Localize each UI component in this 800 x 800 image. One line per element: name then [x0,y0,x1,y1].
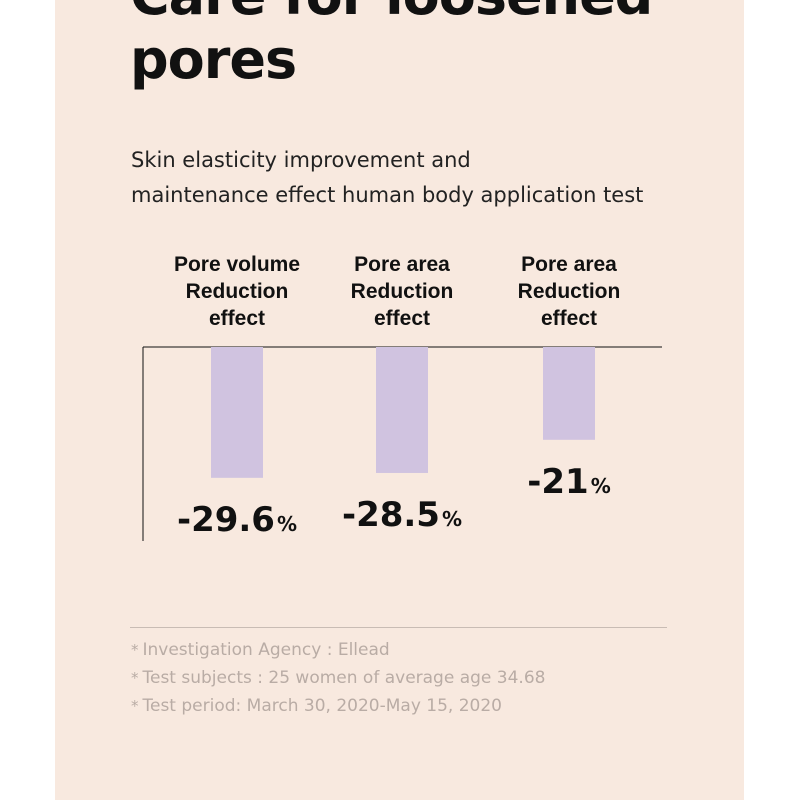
subtitle-line-1: Skin elasticity improvement and [131,148,471,172]
category-label: Pore area Reduction effect [518,253,621,330]
category-label-line: Pore area [521,253,617,276]
title-line-2: pores [130,28,297,91]
value-label: -28.5% [342,495,462,535]
footnote-period-text: Test period: March 30, 2020-May 15, 2020 [142,696,502,716]
note-marker: * [131,697,139,715]
subtitle: Skin elasticity improvement and maintena… [131,143,731,213]
subtitle-line-2: maintenance effect human body applicatio… [131,183,644,207]
value-unit: % [277,512,297,536]
footnotes: * Investigation Agency : Ellead * Test sub… [131,636,691,720]
title-line-1: Care for loosened [130,0,730,28]
bar [211,347,263,478]
category-label-line: effect [541,307,597,330]
value-unit: % [591,474,611,498]
value-number: -21 [527,462,588,502]
value-number: -29.6 [177,500,275,540]
content-panel: Care for loosened pores Skin elasticity … [55,0,744,800]
value-label: -29.6% [177,500,297,540]
bar [543,347,595,440]
category-label-line: effect [209,307,265,330]
category-label: Pore volume Reduction effect [174,253,300,330]
category-label-line: Pore volume [174,253,300,276]
footnote-subjects: * Test subjects : 25 women of average age… [131,664,691,692]
footnote-period: * Test period: March 30, 2020-May 15, 202… [131,692,691,720]
value-unit: % [442,507,462,531]
page-title: Care for loosened pores [130,0,730,92]
footnote-divider [130,627,667,628]
reduction-bar-chart: Pore volume Reduction effect Pore area Reduc… [142,253,662,541]
value-label: -21% [527,462,610,502]
footnote-agency-text: Investigation Agency : Ellead [142,640,390,660]
category-label-line: Reduction [351,280,454,303]
note-marker: * [131,669,139,687]
footnote-agency: * Investigation Agency : Ellead [131,636,691,664]
bar [376,347,428,473]
category-label-line: effect [374,307,430,330]
category-label: Pore area Reduction effect [351,253,454,330]
value-number: -28.5 [342,495,440,535]
category-label-line: Reduction [186,280,289,303]
category-label-line: Reduction [518,280,621,303]
footnote-subjects-text: Test subjects : 25 women of average age … [142,668,546,688]
category-label-line: Pore area [354,253,450,276]
note-marker: * [131,641,139,659]
